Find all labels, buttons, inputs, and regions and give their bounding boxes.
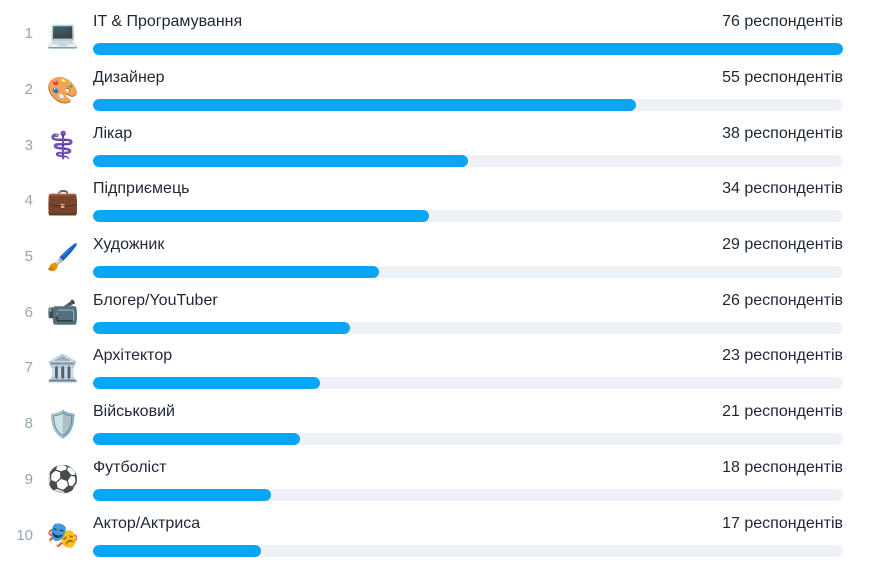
bar-fill: [93, 377, 320, 390]
row-content: Дизайнер 55 респондентів: [93, 68, 843, 112]
row-content: Військовий 21 респондентів: [93, 402, 843, 446]
row-content: Лікар 38 респондентів: [93, 124, 843, 167]
bar-fill: [93, 266, 380, 279]
classical-building-icon: 🏛️: [46, 352, 80, 383]
chart-row: 1 💻 IT & Програмування 76 респондентів: [0, 6, 843, 62]
bar-track: [93, 210, 843, 223]
category-label: Актор/Актриса: [93, 514, 201, 532]
briefcase-icon: 💼: [46, 185, 80, 216]
respondent-count: 55 респондентів: [722, 69, 843, 87]
palette-icon: 🎨: [46, 74, 80, 105]
respondent-count: 38 респондентів: [722, 124, 843, 142]
bar-track: [93, 544, 843, 557]
rank-number: 8: [24, 415, 33, 433]
rank-number: 7: [24, 359, 33, 377]
paintbrush-icon: 🖌️: [46, 241, 80, 272]
row-content: Актор/Актриса 17 респондентів: [93, 514, 843, 557]
medical-symbol-icon: ⚕️: [46, 130, 80, 161]
respondent-count: 29 респондентів: [722, 236, 843, 254]
bar-track: [93, 154, 843, 167]
row-content: Художник 29 респондентів: [93, 235, 843, 279]
category-label: Футболіст: [93, 458, 167, 476]
bar-fill: [93, 99, 636, 112]
bar-fill: [93, 321, 350, 334]
bar-track: [93, 377, 843, 390]
category-label: Блогер/YouTuber: [93, 291, 218, 309]
bar-track: [93, 488, 843, 501]
row-content: Архітектор 23 респондентів: [93, 346, 843, 390]
rank-number: 1: [24, 25, 33, 43]
soccer-ball-icon: ⚽: [46, 464, 80, 495]
bar-track: [93, 321, 843, 334]
bar-track: [93, 99, 843, 112]
chart-row: 5 🖌️ Художник 29 респондентів: [0, 229, 843, 285]
bar-fill: [93, 43, 843, 56]
shield-icon: 🛡️: [46, 408, 80, 439]
rank-number: 6: [24, 303, 33, 321]
category-label: Лікар: [93, 124, 133, 142]
chart-row: 7 🏛️ Архітектор 23 респондентів: [0, 340, 843, 396]
chart-row: 8 🛡️ Військовий 21 респондентів: [0, 396, 843, 452]
row-content: IT & Програмування 76 респондентів: [93, 12, 843, 56]
row-content: Блогер/YouTuber 26 респондентів: [93, 291, 843, 334]
chart-row: 2 🎨 Дизайнер 55 респондентів: [0, 62, 843, 118]
rank-number: 5: [24, 248, 33, 266]
category-label: Підприємець: [93, 180, 190, 198]
category-label: Архітектор: [93, 347, 173, 365]
rank-number: 4: [24, 192, 33, 210]
respondent-count: 17 респондентів: [722, 514, 843, 532]
bar-track: [93, 43, 843, 56]
chart-row: 9 ⚽ Футболіст 18 респондентів: [0, 452, 843, 508]
respondent-count: 18 респондентів: [722, 458, 843, 476]
rank-number: 9: [24, 470, 33, 488]
bar-track: [93, 433, 843, 446]
chart-row: 10 🎭 Актор/Актриса 17 респондентів: [0, 507, 843, 563]
bar-fill: [93, 544, 261, 557]
bar-fill: [93, 433, 301, 446]
respondent-count: 21 респондентів: [722, 403, 843, 421]
category-label: Художник: [93, 236, 165, 254]
rank-number: 2: [24, 81, 33, 99]
bar-fill: [93, 488, 271, 501]
respondent-count: 34 респондентів: [722, 180, 843, 198]
row-content: Футболіст 18 респондентів: [93, 458, 843, 501]
laptop-icon: 💻: [46, 18, 80, 49]
respondent-count: 76 респондентів: [722, 13, 843, 31]
respondent-count: 26 респондентів: [722, 291, 843, 309]
chart-row: 4 💼 Підприємець 34 респондентів: [0, 173, 843, 229]
bar-fill: [93, 210, 429, 223]
bar-track: [93, 266, 843, 279]
video-camera-icon: 📹: [46, 297, 80, 328]
chart-row: 6 📹 Блогер/YouTuber 26 респондентів: [0, 284, 843, 340]
category-label: Дизайнер: [93, 69, 165, 87]
bar-fill: [93, 154, 468, 167]
respondent-count: 23 респондентів: [722, 347, 843, 365]
category-label: IT & Програмування: [93, 13, 243, 31]
theater-masks-icon: 🎭: [46, 520, 80, 551]
row-content: Підприємець 34 респондентів: [93, 179, 843, 223]
chart-row: 3 ⚕️ Лікар 38 респондентів: [0, 117, 843, 173]
rank-number: 3: [24, 136, 33, 154]
category-label: Військовий: [93, 403, 175, 421]
rank-number: 10: [16, 526, 33, 544]
